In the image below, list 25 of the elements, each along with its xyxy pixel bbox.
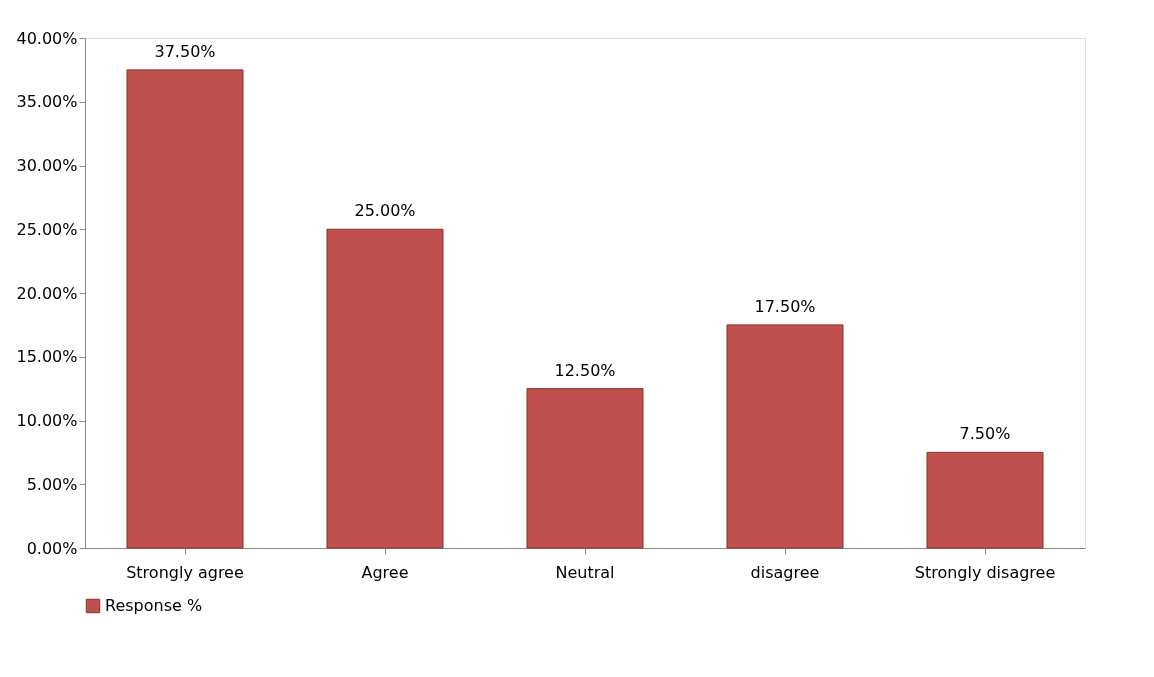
y-tick-label: 35.00% <box>16 92 78 112</box>
data-label: 7.50% <box>959 424 1011 444</box>
y-tick-label: 40.00% <box>16 28 78 48</box>
x-tick-label: Agree <box>361 562 409 582</box>
data-label: 12.50% <box>554 360 616 380</box>
y-tick-label: 10.00% <box>16 411 78 430</box>
y-tick-label: 15.00% <box>16 347 78 367</box>
data-label: 17.50% <box>754 296 816 316</box>
y-tick-label: 20.00% <box>16 283 78 303</box>
data-label: 25.00% <box>354 201 416 221</box>
y-tick-label: 25.00% <box>16 219 78 239</box>
x-tick-label: Strongly agree <box>126 562 244 582</box>
y-tick-label: 30.00% <box>16 156 78 175</box>
bar <box>126 69 244 549</box>
bar <box>926 451 1044 549</box>
legend-label: Response % <box>105 596 203 615</box>
x-tick-label: Neutral <box>555 562 615 582</box>
bar <box>526 388 644 549</box>
data-label: 37.50% <box>154 41 216 61</box>
y-tick-label: 0.00% <box>26 538 78 558</box>
x-tick-label: Strongly disagree <box>914 562 1056 582</box>
y-tick-label: 5.00% <box>26 474 78 494</box>
bar <box>726 324 844 549</box>
bar <box>326 228 444 549</box>
x-tick-label: disagree <box>750 562 820 582</box>
